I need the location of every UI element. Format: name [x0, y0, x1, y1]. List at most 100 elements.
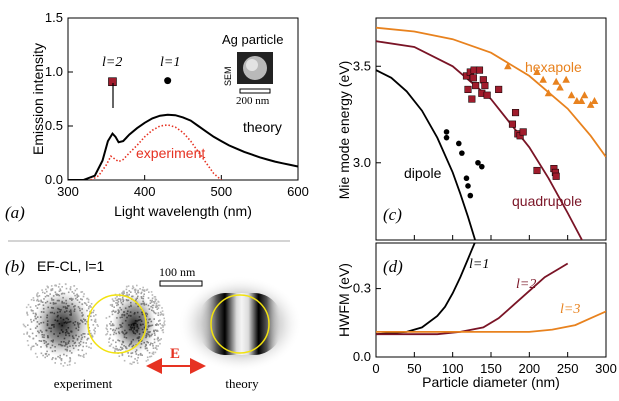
point-dipole — [443, 134, 450, 141]
b-title: EF-CL, l=1 — [37, 258, 105, 274]
point-hexapole — [539, 75, 547, 83]
hexapole-label: hexapole — [525, 59, 582, 75]
a-xtick-label: 300 — [57, 184, 79, 199]
panel-d: 0 50 100 150 200 250 300 0.0 0.3 l=1 l=2 l=3 (d)… — [336, 242, 617, 390]
theory-particle-outline — [210, 294, 270, 354]
point-hexapole — [504, 62, 512, 70]
curve-hexapole — [376, 26, 606, 158]
a-xlabel: Light wavelength (nm) — [114, 203, 252, 219]
point-hexapole — [544, 89, 553, 97]
point-dipole — [467, 192, 474, 199]
inset-scale-bar — [239, 88, 271, 94]
point-quadrupole — [468, 95, 476, 103]
point-quadrupole — [511, 109, 520, 117]
a-ylabel: Emission intensity — [30, 43, 46, 155]
l2-curve-label: l=2 — [516, 277, 536, 292]
d-xtick-label: 150 — [480, 361, 502, 376]
a-ytick-label: 1.5 — [45, 10, 63, 25]
panel-d-frame — [375, 242, 607, 358]
experiment-particle-outline — [87, 294, 147, 354]
experiment-lobe-left — [34, 291, 90, 357]
inset-title: Ag particle — [222, 32, 283, 47]
panel-a-label: (a) — [5, 203, 25, 222]
marker-l=1 — [164, 77, 172, 85]
point-hexapole — [556, 83, 564, 91]
field-label: E — [170, 346, 180, 362]
point-hexapole — [590, 97, 599, 105]
d-ylabel: HWFM (eV) — [336, 263, 352, 337]
theory-map — [198, 293, 282, 355]
a-ytick-label: 0.0 — [45, 172, 63, 187]
panel-d-label: (d) — [383, 257, 403, 276]
point-hexapole — [586, 100, 595, 108]
series-l=3 — [376, 310, 606, 333]
curve-dipole — [376, 69, 477, 240]
d-xtick-label: 200 — [518, 361, 540, 376]
point-quadrupole — [519, 128, 527, 136]
point-quadrupole — [469, 74, 477, 82]
panel-b-label: (b) — [5, 257, 25, 276]
point-quadrupole — [533, 166, 541, 175]
l3-curve-label: l=3 — [560, 302, 580, 317]
series-l=1 — [376, 243, 476, 336]
d-xtick-label: 250 — [557, 361, 579, 376]
panel-b: (b) EF-CL, l=1 100 nm E experiment theor… — [5, 257, 302, 391]
inset-scale-label: 200 nm — [236, 95, 270, 107]
dipole-label: dipole — [404, 165, 442, 181]
point-dipole — [463, 175, 470, 182]
l1-curve-label: l=1 — [469, 257, 489, 272]
panel-c: 3.0 3.5 hexapole dipole quadrupole (c) Mi… — [336, 17, 607, 241]
d-ytick-label: 0.3 — [353, 281, 371, 296]
experiment-lobe-right — [112, 294, 156, 354]
point-hexapole — [552, 77, 560, 85]
point-dipole — [456, 140, 462, 147]
caption-experiment: experiment — [54, 376, 113, 391]
theory-series-label: theory — [243, 119, 282, 135]
series-theory — [68, 113, 298, 180]
point-quadrupole — [475, 66, 484, 74]
inset-side-label: SEM — [223, 66, 233, 86]
point-dipole — [475, 159, 481, 166]
l1-label: l=1 — [160, 55, 180, 70]
point-quadrupole — [508, 120, 517, 128]
point-quadrupole — [464, 85, 472, 93]
a-xtick-label: 600 — [287, 184, 309, 199]
point-quadrupole — [495, 85, 503, 93]
point-quadrupole — [481, 82, 489, 90]
point-dipole — [465, 183, 471, 189]
experiment-series-label: experiment — [136, 145, 205, 161]
d-xlabel: Particle diameter (nm) — [422, 374, 560, 390]
series-experiment — [90, 124, 222, 180]
d-ytick-label: 0.0 — [353, 349, 371, 364]
quadrupole-label: quadrupole — [512, 193, 582, 209]
point-quadrupole — [472, 82, 480, 90]
a-xtick-label: 400 — [134, 184, 156, 199]
caption-theory: theory — [225, 376, 259, 391]
series-l=2 — [376, 262, 569, 336]
c-ylabel: Mie mode energy (eV) — [336, 61, 352, 200]
point-hexapole — [533, 68, 541, 76]
a-xtick-label: 500 — [210, 184, 232, 199]
a-ytick-label: 0.5 — [45, 118, 63, 133]
d-xtick-label: 300 — [595, 361, 617, 376]
point-quadrupole — [483, 91, 491, 99]
c-ytick-label: 3.0 — [353, 155, 371, 170]
point-hexapole — [567, 91, 576, 99]
b-scale-bar — [159, 280, 203, 287]
d-xtick-label: 100 — [442, 361, 464, 376]
a-ytick-label: 1.0 — [45, 64, 63, 79]
d-xtick-label: 50 — [407, 361, 421, 376]
point-dipole — [459, 150, 465, 156]
d-xtick-label: 0 — [372, 361, 379, 376]
panel-a-frame — [67, 17, 299, 181]
point-hexapole — [577, 97, 586, 105]
c-ytick-label: 3.5 — [353, 58, 371, 73]
point-hexapole — [580, 91, 589, 99]
point-dipole — [443, 129, 450, 135]
point-hexapole — [562, 75, 570, 83]
panel-c-label: (c) — [383, 205, 402, 224]
b-scale-label: 100 nm — [159, 265, 196, 279]
point-quadrupole — [552, 172, 560, 180]
